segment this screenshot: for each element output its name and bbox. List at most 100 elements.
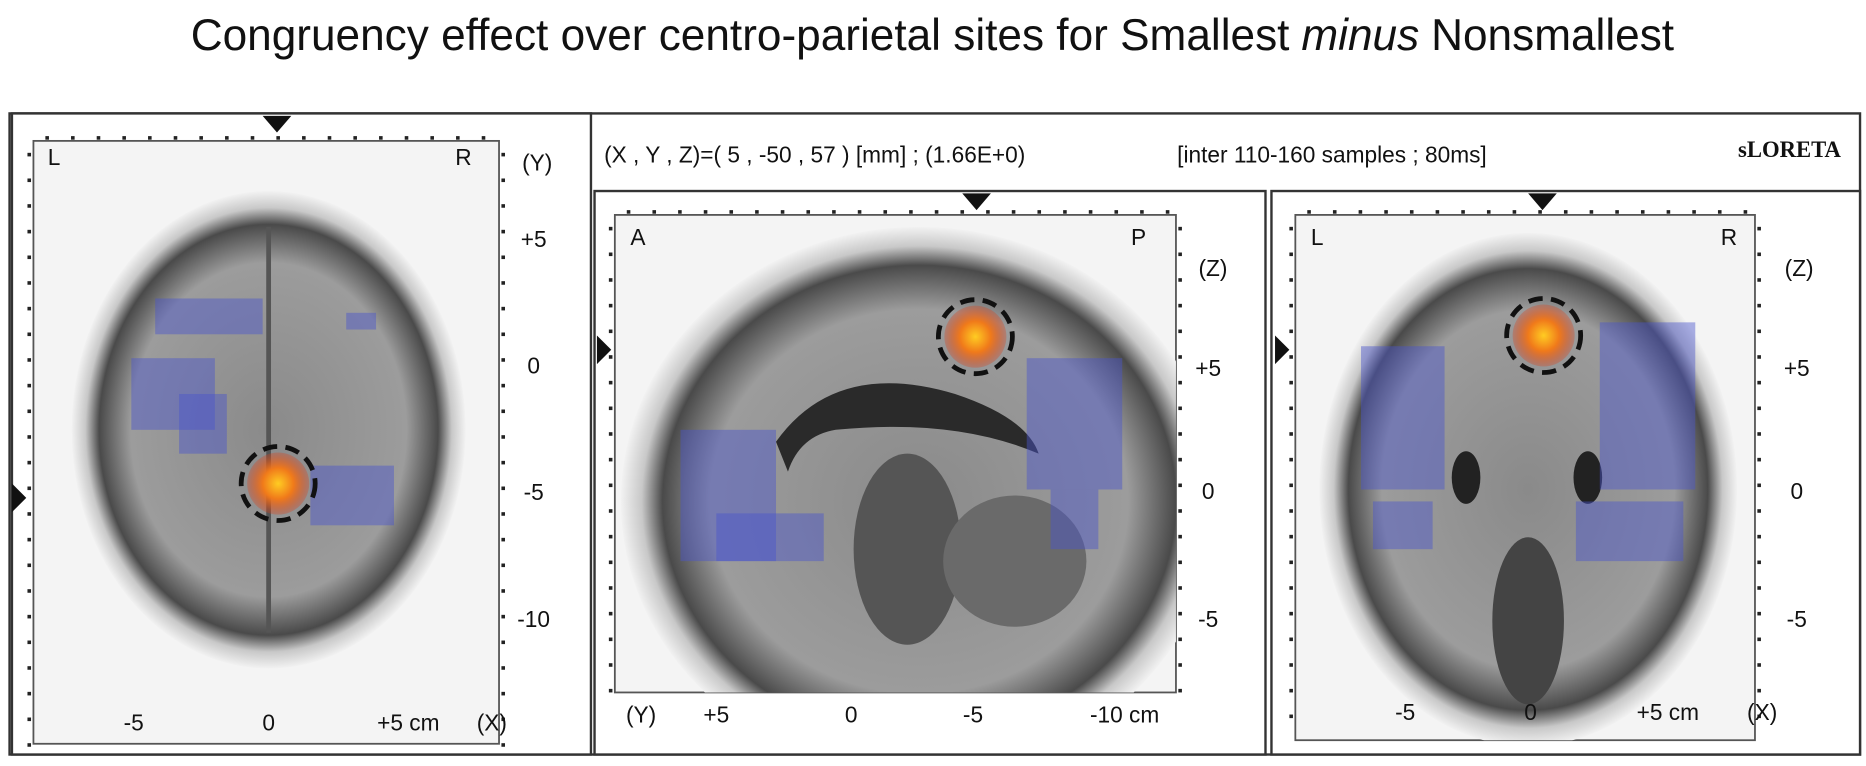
vertical-axis-label: (Z)	[1785, 255, 1814, 281]
edge-tick	[608, 611, 613, 616]
edge-tick	[1289, 329, 1293, 334]
activation-low	[1372, 501, 1433, 550]
edge-tick	[302, 136, 306, 140]
edge-tick	[608, 457, 613, 462]
cursor-marker	[962, 193, 991, 211]
edge-tick	[501, 306, 506, 311]
edge-tick	[27, 512, 32, 516]
edge-tick	[1289, 509, 1293, 513]
edge-tick	[27, 691, 32, 696]
edge-tick	[379, 136, 383, 140]
edge-tick	[481, 136, 486, 140]
edge-tick	[27, 666, 32, 670]
edge-tick	[1114, 210, 1119, 214]
edge-tick	[1757, 509, 1761, 513]
view-panel: L R (Z) +5 0 -5 -5 0 +5 cm (X)	[1270, 189, 1862, 756]
coordinates: (X , Y , Z)=( 5 , -50 , 57 ) [mm] ; (1.6…	[604, 141, 1025, 167]
edge-tick	[1178, 432, 1182, 436]
peak-marker	[1504, 296, 1584, 375]
edge-tick	[1165, 210, 1170, 214]
brainstem	[853, 453, 962, 645]
edge-tick	[501, 614, 506, 619]
edge-tick	[1178, 688, 1182, 693]
activation-low	[155, 298, 263, 335]
edge-tick	[1757, 406, 1761, 411]
edge-tick	[1757, 483, 1761, 488]
activation-low	[346, 312, 377, 330]
edge-tick	[1512, 210, 1517, 214]
edge-tick	[608, 226, 613, 231]
activation-low	[1599, 322, 1696, 490]
edge-tick	[1692, 210, 1696, 214]
edge-tick	[456, 136, 460, 140]
horizontal-axis-label: (Y)	[626, 701, 656, 727]
edge-tick	[27, 306, 32, 311]
edge-tick	[1461, 210, 1465, 214]
edge-tick	[27, 255, 32, 260]
edge-tick	[1178, 278, 1182, 282]
edge-tick	[1589, 210, 1594, 214]
corner-label: R	[1721, 224, 1737, 250]
edge-tick	[883, 210, 888, 214]
edge-tick	[1178, 560, 1182, 565]
edge-tick	[1140, 210, 1144, 214]
vertical-tick-label: +5	[1195, 355, 1221, 381]
activation-low	[716, 513, 824, 562]
edge-tick	[27, 614, 32, 619]
edge-tick	[45, 136, 49, 140]
edge-tick	[608, 509, 613, 513]
edge-tick	[27, 743, 32, 747]
edge-tick	[1178, 637, 1182, 642]
edge-tick	[501, 383, 506, 388]
horizontal-tick-label: 0	[262, 710, 275, 736]
edge-tick	[1289, 714, 1293, 719]
horizontal-tick-label: +5 cm	[377, 710, 439, 736]
edge-tick	[148, 136, 152, 140]
edge-tick	[1358, 210, 1363, 214]
edge-tick	[199, 136, 203, 140]
edge-tick	[1178, 252, 1182, 257]
head	[1319, 232, 1738, 741]
horizontal-axis-label: (X)	[477, 710, 507, 736]
edge-tick	[608, 560, 613, 565]
interval: [inter 110-160 samples ; 80ms]	[1177, 141, 1487, 167]
edge-tick	[501, 409, 506, 414]
edge-tick	[1178, 586, 1182, 590]
vertical-tick-label: -5	[1198, 606, 1218, 632]
edge-tick	[1088, 210, 1093, 214]
edge-tick	[27, 537, 32, 542]
edge-tick	[703, 210, 708, 214]
vertical-tick-label: 0	[1790, 478, 1803, 504]
edge-tick	[1640, 210, 1645, 214]
edge-tick	[27, 409, 32, 414]
edge-tick	[501, 358, 506, 362]
edge-tick	[1289, 611, 1293, 616]
edge-tick	[501, 691, 506, 696]
edge-tick	[1486, 210, 1491, 214]
horizontal-tick-label: -5	[124, 710, 144, 736]
brain-image	[1319, 232, 1738, 741]
edge-tick	[1289, 226, 1293, 231]
vertical-tick-label: 0	[527, 353, 540, 379]
edge-tick	[27, 589, 32, 593]
horizontal-tick-label: +5 cm	[1637, 699, 1699, 725]
edge-tick	[934, 210, 939, 214]
vertical-tick-label: +5	[1784, 355, 1810, 381]
edge-tick	[780, 210, 785, 214]
edge-tick	[501, 563, 506, 568]
cursor-marker	[1528, 193, 1557, 211]
edge-tick	[225, 136, 229, 140]
edge-tick	[1289, 560, 1293, 565]
edge-tick	[608, 483, 613, 488]
edge-tick	[608, 534, 613, 539]
edge-tick	[1289, 457, 1293, 462]
activation-low	[179, 393, 227, 454]
edge-tick	[122, 136, 126, 140]
figure-title: Congruency effect over centro-parietal s…	[191, 11, 1674, 60]
edge-tick	[729, 210, 734, 214]
edge-tick	[1538, 210, 1542, 214]
edge-tick	[27, 204, 32, 208]
edge-tick	[857, 210, 862, 214]
vertical-tick-label: -5	[524, 479, 544, 505]
